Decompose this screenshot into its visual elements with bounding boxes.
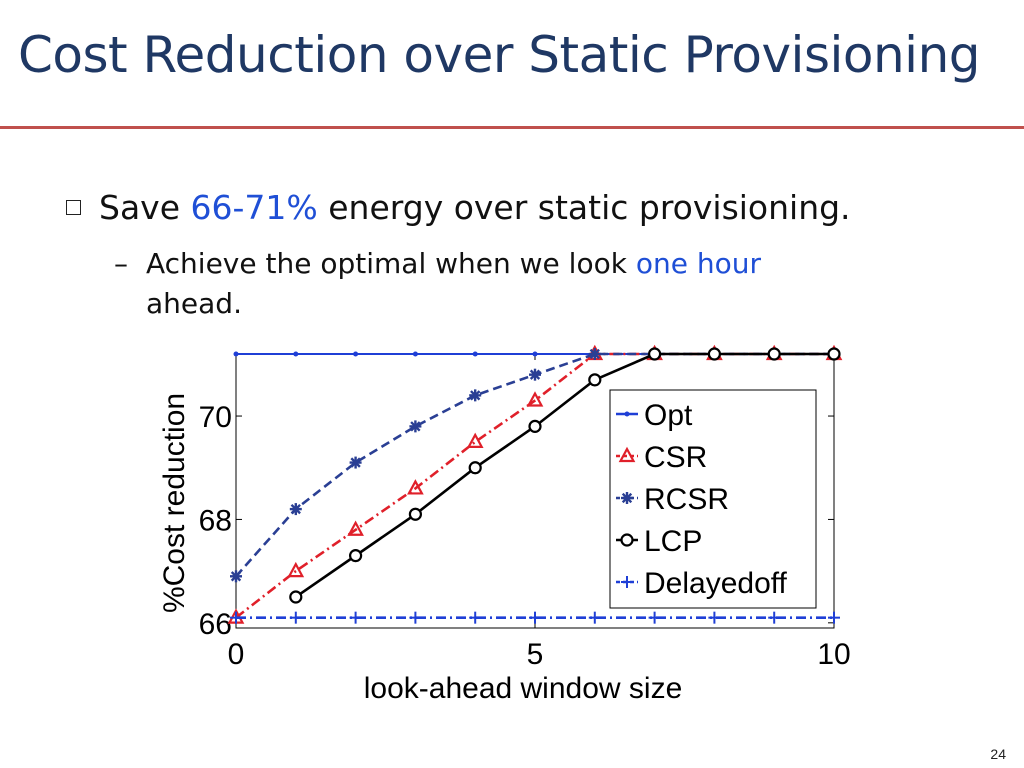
- y-tick-label: 70: [199, 401, 232, 434]
- data-point-rcsr: [409, 420, 422, 433]
- data-point-lcp: [588, 373, 602, 387]
- data-point-lcp: [349, 549, 363, 563]
- series-line-lcp: [295, 352, 834, 599]
- data-point-lcp: [827, 347, 841, 361]
- sub-highlight: one hour: [635, 247, 761, 280]
- dash-bullet: –: [114, 247, 128, 280]
- data-point-lcp: [767, 347, 781, 361]
- data-point-csr: [287, 561, 305, 578]
- legend-marker-opt: [624, 411, 630, 417]
- data-point-lcp: [408, 507, 422, 521]
- data-point-rcsr: [588, 348, 601, 360]
- data-point-lcp: [468, 461, 482, 475]
- legend-label-rcsr: RCSR: [644, 483, 729, 516]
- sub-bullet: – Achieve the optimal when we look one ho…: [114, 244, 874, 324]
- data-point-lcp: [647, 347, 662, 361]
- legend-marker-delayedoff: [621, 576, 633, 588]
- cost-reduction-chart: 0 5 10 66 68 70 look-ahead window size %Cost re…: [158, 344, 851, 705]
- legend-label-csr: CSR: [644, 441, 707, 474]
- square-bullet-icon: [66, 200, 81, 215]
- data-point-delayedoff: [230, 611, 242, 624]
- data-point-csr: [466, 432, 484, 448]
- legend-label-opt: Opt: [644, 399, 693, 432]
- legend-box: [609, 389, 817, 609]
- data-point-lcp: [528, 419, 542, 433]
- y-axis-label: %Cost reduction: [158, 393, 191, 613]
- x-tick-label: 5: [527, 638, 544, 671]
- data-point-delayedoff: [828, 611, 840, 624]
- sub-text-pre: Achieve the optimal when we look: [146, 247, 636, 280]
- data-point-rcsr: [469, 389, 482, 402]
- legend-marker-csr: [618, 446, 636, 463]
- x-tick-label: 0: [228, 638, 245, 671]
- data-point-csr: [407, 479, 424, 495]
- data-point-delayedoff: [708, 611, 721, 624]
- sub-text-post: ahead.: [146, 287, 242, 320]
- data-point-csr: [526, 391, 544, 407]
- data-point-rcsr: [289, 503, 302, 516]
- legend-label-delayedoff: Delayedoff: [644, 567, 788, 600]
- data-point-delayedoff: [588, 611, 601, 624]
- data-point-lcp: [707, 347, 722, 361]
- data-point-csr: [347, 520, 364, 536]
- legend-label-lcp: LCP: [644, 525, 702, 558]
- data-point-delayedoff: [289, 611, 302, 624]
- data-point-delayedoff: [768, 611, 781, 624]
- bullet-highlight: 66-71%: [190, 188, 318, 227]
- legend-marker-rcsr: [621, 492, 633, 504]
- y-tick-label: 68: [199, 504, 232, 537]
- data-point-delayedoff: [409, 611, 422, 624]
- data-point-delayedoff: [469, 611, 482, 624]
- title-divider: [0, 126, 1024, 129]
- page-number: 24: [990, 746, 1006, 762]
- data-point-opt: [532, 351, 538, 357]
- data-point-opt: [233, 351, 239, 357]
- data-point-delayedoff: [529, 611, 541, 624]
- slide-title: Cost Reduction over Static Provisioning: [18, 26, 981, 84]
- data-point-rcsr: [230, 570, 242, 583]
- data-point-rcsr: [349, 456, 362, 469]
- y-tick-label: 66: [199, 608, 232, 641]
- data-point-opt: [472, 351, 478, 357]
- x-axis-label: look-ahead window size: [364, 672, 683, 705]
- bullet-text-pre: Save: [99, 188, 191, 227]
- x-tick-label: 10: [817, 638, 850, 671]
- data-point-delayedoff: [648, 611, 661, 624]
- data-point-lcp: [289, 590, 303, 604]
- data-point-opt: [412, 351, 418, 357]
- bullet-text-post: energy over static provisioning.: [317, 188, 851, 227]
- data-point-delayedoff: [349, 611, 362, 624]
- bullet-point: Save 66-71% energy over static provision…: [66, 188, 851, 227]
- legend-marker-lcp: [620, 533, 634, 547]
- data-point-opt: [353, 351, 359, 357]
- data-point-rcsr: [529, 368, 541, 381]
- data-point-opt: [293, 351, 299, 357]
